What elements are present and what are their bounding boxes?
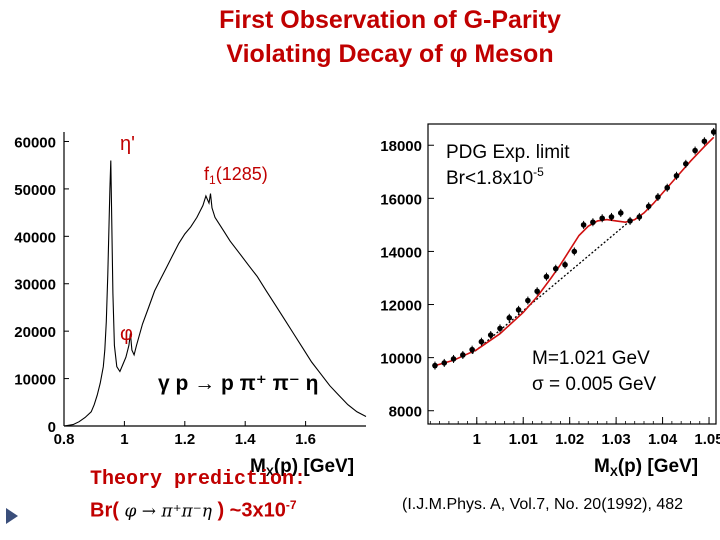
data-point	[441, 360, 448, 366]
zoom-x-tick-label: 1.02	[555, 431, 584, 448]
data-point	[617, 210, 624, 216]
phi-peak-label: φ	[120, 323, 133, 345]
zoom-y-tick-label: 12000	[380, 298, 422, 315]
spectrum-x-ticks: 0.8 1 1.2 1.4 1.6	[54, 421, 316, 448]
spectrum-y-tick-label: 60000	[14, 134, 56, 151]
spectrum-x-axis-label: MX(p) [GeV]	[250, 456, 354, 476]
spectrum-y-tick-label: 50000	[14, 182, 56, 199]
zoom-data-points	[432, 127, 717, 370]
zoom-y-tick-label: 8000	[389, 404, 422, 421]
zoom-x-tick-label: 1.04	[648, 431, 678, 448]
data-point	[487, 332, 494, 338]
data-point	[506, 315, 513, 321]
background-line	[471, 220, 631, 355]
reaction-label: γ p → p π⁺ π⁻ η	[158, 372, 319, 395]
slide-title-line1: First Observation of G-Parity	[219, 6, 561, 34]
slide-title-line2: Violating Decay of φ Meson	[226, 40, 554, 68]
spectrum-x-tick-label: 1.4	[235, 431, 257, 448]
spectrum-x-tick-label: 1	[120, 431, 128, 448]
data-point	[525, 297, 531, 304]
data-point	[627, 218, 633, 224]
data-point	[599, 215, 605, 222]
fit-width-label: σ = 0.005 GeV	[532, 374, 657, 395]
branching-ratio: Br( φ → π⁺π⁻η ) ~3x10-7	[90, 498, 297, 523]
data-point	[562, 261, 568, 268]
data-point	[645, 203, 652, 210]
eta-prime-peak-label: η'	[120, 133, 135, 155]
spectrum-y-tick-label: 10000	[14, 372, 56, 389]
data-point	[701, 138, 708, 145]
data-point	[655, 194, 661, 200]
spectrum-x-tick-label: 1.2	[174, 431, 195, 448]
spectrum-x-tick-label: 0.8	[54, 431, 75, 448]
zoom-x-tick-label: 1.01	[509, 431, 538, 448]
data-point	[543, 273, 550, 280]
data-point	[497, 325, 503, 332]
spectrum-chart: 0 10000 20000 30000 40000 50000 60000 0.8 1 1.2 1…	[14, 132, 367, 476]
zoom-x-ticks: 1 1.01 1.02 1.03 1.04 1.05	[429, 417, 720, 448]
data-point	[469, 346, 475, 353]
theory-prediction-label: Theory prediction:	[90, 468, 307, 491]
bullet-arrow-icon	[6, 508, 18, 524]
zoom-y-tick-label: 14000	[380, 244, 422, 261]
spectrum-y-ticks: 0 10000 20000 30000 40000 50000 60000	[14, 134, 69, 436]
data-point	[450, 356, 457, 362]
data-point	[636, 214, 643, 220]
data-point	[515, 307, 522, 313]
fit-mass-label: M=1.021 GeV	[532, 348, 650, 369]
data-point	[534, 288, 540, 295]
data-point	[673, 172, 680, 179]
zoom-axes	[427, 123, 717, 425]
branching-ratio-prefix: Br(	[90, 499, 119, 522]
zoom-y-tick-label: 10000	[380, 351, 422, 368]
spectrum-axes	[63, 132, 366, 427]
zoom-x-tick-label: 1	[473, 431, 481, 448]
pdg-limit-line1: PDG Exp. limit	[446, 142, 570, 163]
data-point	[552, 265, 559, 272]
branching-ratio-value: ) ~3x10	[217, 499, 286, 522]
branching-ratio-exponent: -7	[285, 498, 297, 512]
spectrum-y-tick-label: 40000	[14, 229, 56, 246]
data-point	[664, 184, 671, 191]
spectrum-y-tick-label: 20000	[14, 324, 56, 341]
data-point	[432, 362, 438, 369]
pdg-limit-line2: Br<1.8x10-5	[446, 165, 544, 189]
spectrum-x-tick-label: 1.6	[295, 431, 316, 448]
data-point	[683, 161, 689, 167]
spectrum-y-tick-label: 0	[48, 419, 56, 436]
data-point	[478, 338, 485, 345]
spectrum-curve	[63, 160, 367, 427]
data-point	[692, 147, 698, 154]
spectrum-y-tick-label: 30000	[14, 277, 56, 294]
zoom-y-ticks: 8000 10000 12000 14000 16000 18000	[380, 138, 434, 421]
zoom-y-tick-label: 18000	[380, 138, 422, 155]
data-point	[460, 352, 466, 358]
f1-peak-label: f1(1285)	[204, 164, 268, 187]
zoom-x-tick-label: 1.03	[602, 431, 631, 448]
data-point	[580, 222, 587, 228]
data-point	[608, 214, 615, 220]
citation: (I.J.M.Phys. A, Vol.7, No. 20(1992), 482	[402, 496, 684, 513]
zoom-y-tick-label: 16000	[380, 191, 422, 208]
zoom-frame	[427, 123, 717, 425]
data-point	[710, 129, 717, 135]
data-point	[590, 219, 596, 226]
decay-formula: φ → π⁺π⁻η	[124, 501, 212, 522]
zoom-x-axis-label: MX(p) [GeV]	[594, 456, 698, 478]
zoom-x-tick-label: 1.05	[694, 431, 720, 448]
data-point	[571, 248, 578, 255]
